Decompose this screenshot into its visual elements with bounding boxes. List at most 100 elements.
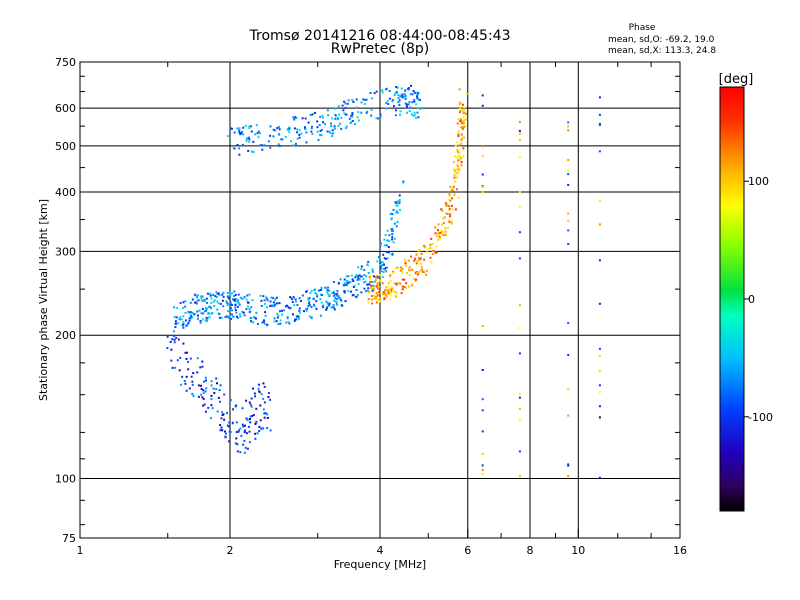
data-point xyxy=(220,316,223,319)
data-point xyxy=(209,292,212,295)
data-point xyxy=(386,239,389,242)
data-point xyxy=(454,174,457,177)
data-point xyxy=(383,298,386,301)
data-point xyxy=(446,212,449,215)
data-point xyxy=(280,309,283,312)
data-point xyxy=(263,412,266,415)
data-point xyxy=(252,387,254,390)
data-point xyxy=(356,278,359,281)
data-point xyxy=(258,429,261,432)
data-point xyxy=(376,293,379,296)
data-point xyxy=(481,155,484,158)
data-point xyxy=(237,301,240,304)
data-point xyxy=(408,101,411,104)
data-point xyxy=(173,341,176,344)
data-point xyxy=(481,398,484,401)
data-point xyxy=(238,129,241,132)
data-point xyxy=(241,143,244,146)
data-point xyxy=(258,425,261,428)
data-point xyxy=(201,365,204,368)
data-point xyxy=(459,120,462,123)
data-point xyxy=(404,97,407,100)
data-point xyxy=(250,397,253,400)
data-point xyxy=(248,138,251,141)
data-point xyxy=(518,327,521,329)
data-point xyxy=(249,415,252,418)
data-point xyxy=(396,266,399,269)
data-point xyxy=(295,142,297,145)
data-point xyxy=(182,321,185,324)
data-point xyxy=(266,299,269,302)
data-point xyxy=(274,298,277,301)
data-point xyxy=(255,317,257,320)
data-point xyxy=(229,317,232,320)
data-point xyxy=(314,292,317,295)
data-point xyxy=(182,323,185,326)
data-point xyxy=(352,101,355,103)
data-point xyxy=(238,303,241,306)
data-point xyxy=(365,275,368,278)
data-point xyxy=(235,311,238,314)
data-point xyxy=(325,300,328,303)
data-point xyxy=(307,121,310,124)
data-point xyxy=(397,101,400,104)
data-point xyxy=(267,396,270,398)
data-point xyxy=(266,323,269,326)
data-point xyxy=(257,387,260,390)
data-point xyxy=(387,282,390,285)
data-point xyxy=(379,274,382,277)
data-point xyxy=(385,257,387,260)
data-point xyxy=(176,306,179,309)
data-point xyxy=(334,117,337,120)
data-point xyxy=(250,306,253,309)
data-point xyxy=(399,113,401,116)
data-point xyxy=(392,271,395,274)
data-point xyxy=(314,111,316,114)
data-point xyxy=(387,103,390,105)
x-tick-label: 8 xyxy=(527,544,534,557)
data-point xyxy=(459,142,462,145)
data-point xyxy=(437,223,440,226)
data-point xyxy=(215,377,218,380)
data-point xyxy=(184,305,187,308)
data-point xyxy=(456,172,459,175)
data-point xyxy=(332,306,335,309)
data-point xyxy=(366,289,369,292)
data-point xyxy=(241,130,243,133)
data-point xyxy=(267,140,270,143)
data-point xyxy=(396,204,399,207)
data-point xyxy=(287,129,290,132)
data-point xyxy=(245,139,248,142)
data-point xyxy=(372,270,374,273)
data-point xyxy=(481,469,484,471)
data-point xyxy=(453,168,456,171)
data-point xyxy=(252,321,255,324)
data-point xyxy=(450,222,453,225)
data-point xyxy=(518,132,521,135)
data-point xyxy=(419,262,422,265)
data-point xyxy=(277,126,280,128)
data-point xyxy=(395,91,398,94)
data-point xyxy=(518,450,521,453)
data-point xyxy=(344,300,347,303)
data-point xyxy=(186,324,189,326)
data-point xyxy=(374,280,377,283)
data-point xyxy=(296,128,298,131)
data-point xyxy=(315,307,318,310)
data-point xyxy=(463,119,466,122)
data-point xyxy=(444,230,447,233)
data-point xyxy=(390,291,392,294)
data-point xyxy=(598,302,601,305)
data-point xyxy=(194,294,197,297)
data-point xyxy=(173,335,176,338)
data-point xyxy=(388,97,391,100)
data-point xyxy=(173,316,176,319)
data-point xyxy=(446,203,449,206)
data-point xyxy=(421,268,424,271)
data-point xyxy=(334,297,337,300)
data-point xyxy=(393,105,395,108)
data-point xyxy=(277,314,280,317)
data-point xyxy=(598,476,601,479)
data-point xyxy=(333,293,336,295)
data-point xyxy=(290,140,292,143)
